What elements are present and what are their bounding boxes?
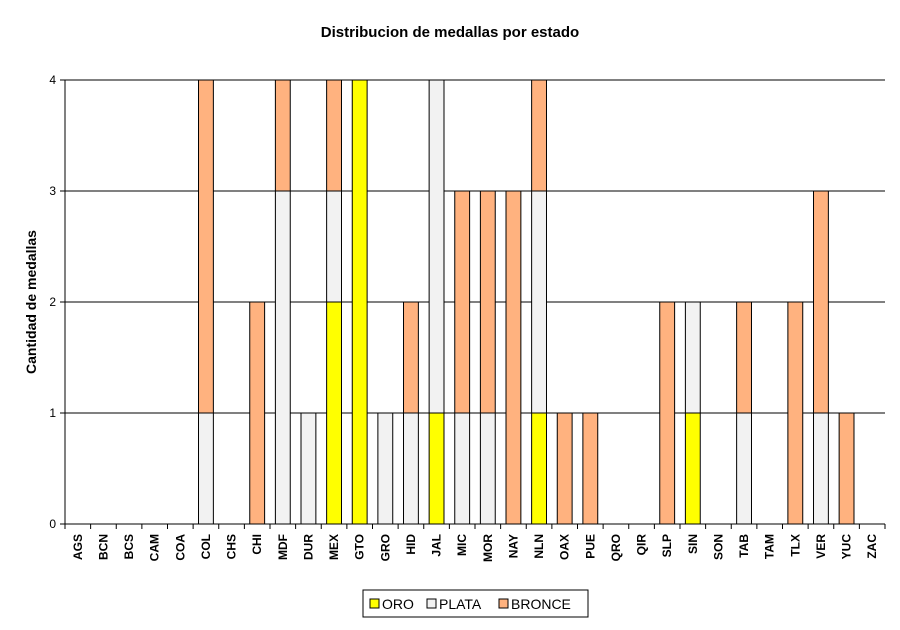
x-tick-label: TAM [763,534,777,559]
legend-box [362,589,589,618]
bar-plata-sin [684,301,701,414]
x-tick-label: COL [199,534,213,559]
x-tick-label: CHI [250,534,264,555]
bar-plata-mex [326,190,342,303]
x-tick-label: NLN [532,534,546,559]
bar-bronce-col [198,79,214,414]
x-tick-label: QRO [609,534,623,561]
x-tick-label: SIN [686,534,700,554]
x-tick-label: QIR [635,534,649,556]
y-tick-label: 3 [49,184,56,198]
legend-label-bronce: BRONCE [511,596,571,612]
x-tick-label: JAL [430,534,444,557]
y-tick-label: 1 [49,406,56,420]
legend-label-oro: ORO [382,596,414,612]
x-tick-label: BCN [96,534,110,560]
bar-plata-nln [531,190,547,414]
x-tick-label: YUC [840,534,854,560]
legend-swatch-bronce [498,598,509,609]
x-tick-label: MOR [481,534,495,562]
bar-bronce-mex [326,79,342,192]
legend-swatch-plata [426,598,437,609]
bar-bronce-tlx [787,301,804,525]
x-tick-label: VER [814,534,828,559]
x-tick-label: MDF [276,534,290,560]
x-tick-label: CAM [148,534,162,561]
bar-bronce-mic [454,190,471,414]
bar-bronce-pue [582,412,599,525]
x-tick-label: ZAC [865,534,879,559]
x-tick-label: SON [711,534,725,560]
bar-bronce-mdf [274,79,291,192]
x-tick-label: TAB [737,534,751,558]
x-tick-label: MIC [455,534,469,556]
x-tick-label: GTO [353,534,367,560]
bar-bronce-slp [659,301,676,525]
y-tick-label: 2 [49,295,56,309]
y-tick-label: 0 [49,517,56,531]
bar-plata-ver [813,412,829,525]
bar-plata-mic [454,412,471,525]
bar-oro-mex [326,301,342,525]
bar-plata-mor [479,412,496,525]
x-tick-label: OAX [558,534,572,560]
x-tick-label: CHS [225,534,239,559]
bar-bronce-tab [736,301,752,414]
x-tick-label: MEX [327,534,341,560]
x-tick-label: SLP [660,534,674,557]
x-tick-label: GRO [378,534,392,561]
y-axis-label: Cantidad de medallas [23,230,39,374]
x-tick-label: DUR [301,534,315,560]
bar-plata-jal [428,79,445,414]
grid-lines [65,79,885,525]
bar-plata-tab [736,412,752,525]
x-tick-label: HID [404,534,418,555]
x-tick-label: BCS [122,534,136,559]
x-tick-label: TLX [788,534,802,557]
y-tick-label: 4 [49,73,56,87]
bar-bronce-hid [403,301,419,414]
bar-oro-sin [684,412,701,525]
x-tick-labels: AGS BCN BCS CAM COA COL CHS CHI MDF DUR MEX GTO GRO H… [71,534,879,562]
legend-label-plata: PLATA [439,596,482,612]
bar-plata-mdf [274,190,291,525]
bar-bronce-yuc [838,412,855,525]
bar-plata-gro [377,412,394,525]
bar-oro-gto [351,79,368,525]
axes-layer [60,79,886,529]
bar-oro-jal [428,412,445,525]
x-tick-label: AGS [71,534,85,560]
bar-bronce-mor [479,190,496,414]
bar-plata-hid [403,412,419,525]
chart-title: Distribucion de medallas por estado [321,24,579,41]
bar-bronce-oax [556,412,573,525]
bar-bronce-nln [531,79,547,192]
legend: ORO PLATA BRONCE [362,589,589,618]
bar-bronce-ver [813,190,829,414]
legend-swatch-oro [369,598,380,609]
bar-bronce-chi [249,301,266,525]
y-tick-labels: 0 1 2 3 4 [49,73,56,531]
bar-plata-col [198,412,214,525]
bar-plata-dur [300,412,317,525]
x-tick-label: NAY [506,534,520,558]
x-tick-label: COA [173,534,187,561]
x-tick-label: PUE [583,534,597,559]
bar-bronce-nay [505,190,522,525]
bar-oro-nln [531,412,547,525]
